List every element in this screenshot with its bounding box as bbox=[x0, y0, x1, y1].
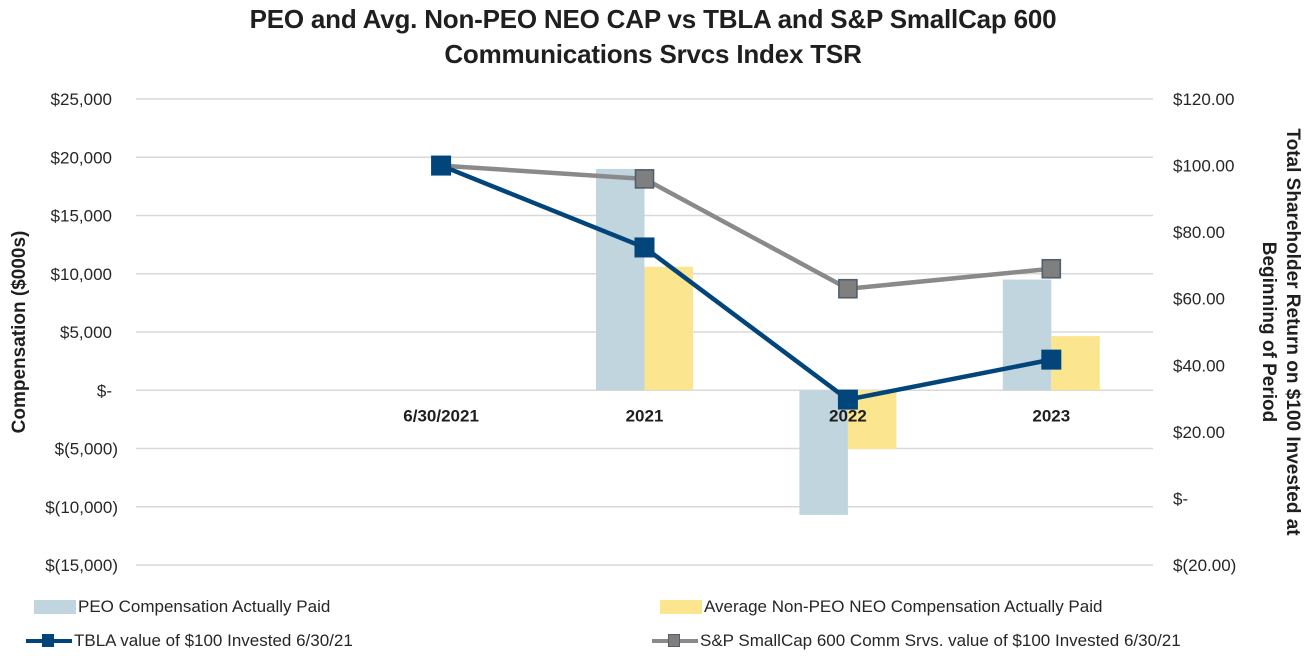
left-tick-label: $20,000 bbox=[51, 148, 112, 167]
bar-peo bbox=[596, 168, 645, 391]
left-tick-label: $(5,000) bbox=[55, 440, 118, 459]
left-tick-label: $(10,000) bbox=[45, 498, 118, 517]
category-label: 2021 bbox=[626, 406, 664, 425]
legend-item-neo-cap: Average Non-PEO NEO Compensation Actuall… bbox=[660, 597, 1102, 617]
marker-tbla bbox=[634, 237, 655, 258]
left-tick-label: $5,000 bbox=[60, 323, 112, 342]
bar-neo bbox=[644, 266, 693, 391]
legend-label-sp600: S&P SmallCap 600 Comm Srvs. value of $10… bbox=[700, 631, 1181, 650]
legend-item-tbla: TBLA value of $100 Invested 6/30/21 bbox=[26, 631, 353, 651]
right-axis-title-line-2: Beginning of Period bbox=[1258, 242, 1279, 423]
left-tick-label: $25,000 bbox=[51, 90, 112, 109]
left-axis-ticks: $25,000 $20,000 $15,000 $10,000 $5,000 $- $(5,… bbox=[45, 90, 118, 575]
chart-title-line-1: PEO and Avg. Non-PEO NEO CAP vs TBLA and… bbox=[249, 4, 1057, 34]
bars bbox=[596, 168, 1100, 515]
legend-item-sp600: S&P SmallCap 600 Comm Srvs. value of $10… bbox=[652, 631, 1181, 651]
legend-label-peo: PEO Compensation Actually Paid bbox=[78, 597, 331, 616]
right-tick-label: $20.00 bbox=[1173, 423, 1225, 442]
bar-peo bbox=[1002, 279, 1052, 391]
right-tick-label: $80.00 bbox=[1173, 223, 1225, 242]
legend-swatch-tbla bbox=[26, 633, 72, 649]
marker-sp600 bbox=[838, 278, 858, 299]
legend-swatch-peo bbox=[34, 600, 76, 614]
left-tick-label: $(15,000) bbox=[45, 556, 118, 575]
lines bbox=[431, 155, 1062, 410]
bar-peo bbox=[799, 390, 848, 515]
marker-sp600 bbox=[634, 169, 655, 189]
right-tick-label: $60.00 bbox=[1173, 290, 1225, 309]
chart-title-line-2: Communications Srvcs Index TSR bbox=[444, 39, 862, 69]
line-sp600 bbox=[440, 163, 1052, 291]
marker-tbla bbox=[431, 155, 452, 176]
right-tick-label: $(20.00) bbox=[1173, 556, 1236, 575]
left-tick-label: $10,000 bbox=[51, 265, 112, 284]
line-tbla bbox=[440, 163, 1052, 402]
category-labels: 6/30/2021 2021 2022 2023 bbox=[403, 406, 1070, 425]
legend-swatch-sp600 bbox=[652, 633, 698, 649]
legend-label-neo: Average Non-PEO NEO Compensation Actuall… bbox=[704, 597, 1103, 616]
right-tick-label: $100.00 bbox=[1173, 157, 1234, 176]
right-tick-label: $- bbox=[1173, 489, 1188, 508]
left-tick-label: $- bbox=[97, 381, 112, 400]
category-label: 2023 bbox=[1032, 406, 1070, 425]
marker-sp600 bbox=[1041, 258, 1062, 279]
right-axis-title-line-1: Total Shareholder Return on $100 Investe… bbox=[1282, 128, 1303, 536]
legend-label-tbla: TBLA value of $100 Invested 6/30/21 bbox=[74, 631, 353, 650]
left-tick-label: $15,000 bbox=[51, 207, 112, 226]
marker-tbla bbox=[1041, 349, 1062, 370]
legend-swatch-neo bbox=[660, 600, 702, 614]
category-label: 2022 bbox=[829, 406, 867, 425]
left-axis-title: Compensation ($000s) bbox=[9, 231, 30, 434]
chart-title: PEO and Avg. Non-PEO NEO CAP vs TBLA and… bbox=[0, 2, 1306, 72]
right-axis-ticks: $120.00 $100.00 $80.00 $60.00 $40.00 $20.00 $-… bbox=[1173, 90, 1236, 575]
category-label: 6/30/2021 bbox=[403, 406, 479, 425]
right-tick-label: $120.00 bbox=[1173, 90, 1234, 109]
legend-item-peo-cap: PEO Compensation Actually Paid bbox=[34, 597, 330, 617]
right-tick-label: $40.00 bbox=[1173, 356, 1225, 375]
marker-tbla bbox=[837, 389, 858, 410]
